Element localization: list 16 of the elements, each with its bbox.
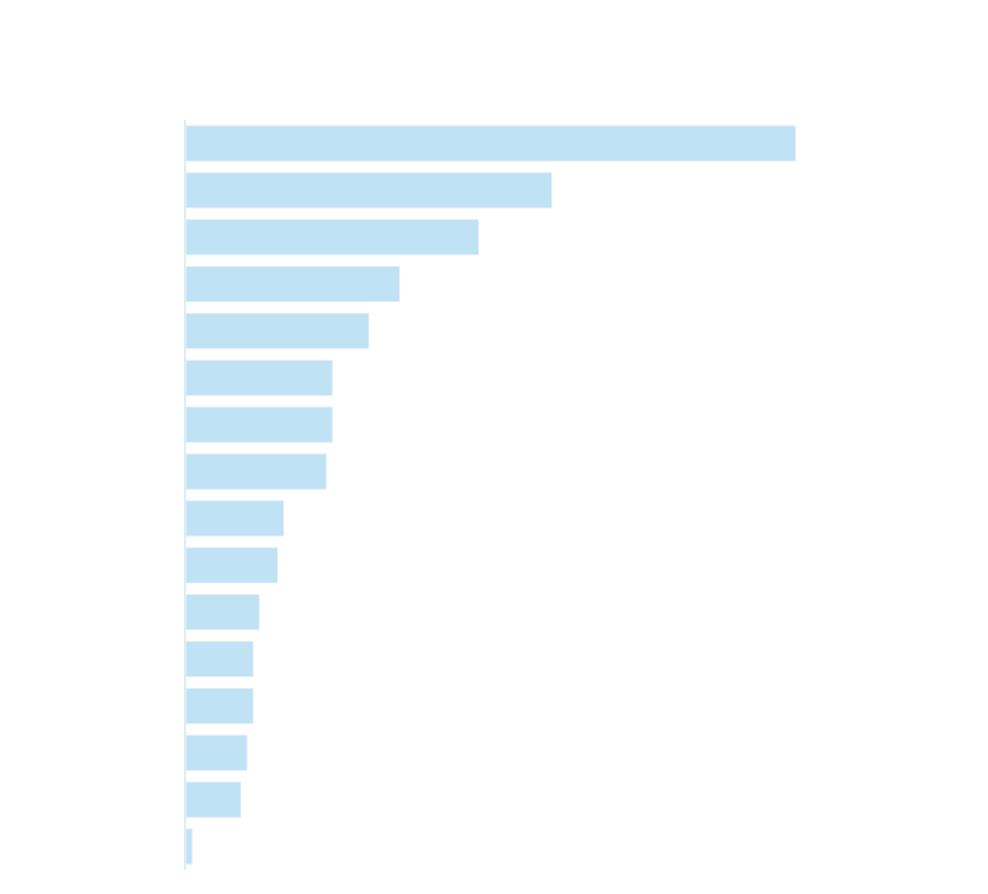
bar <box>186 687 254 725</box>
bar <box>186 172 553 209</box>
bar <box>186 219 480 256</box>
bar <box>186 828 193 865</box>
bar <box>186 312 370 350</box>
bar <box>186 781 242 818</box>
bar <box>186 406 333 443</box>
bar <box>186 453 327 490</box>
bar <box>186 500 285 537</box>
bar <box>186 640 254 678</box>
bar <box>186 547 278 584</box>
bar <box>186 265 400 303</box>
bar <box>186 734 248 771</box>
bar <box>186 125 797 162</box>
bar <box>186 594 260 631</box>
bar <box>186 359 333 396</box>
